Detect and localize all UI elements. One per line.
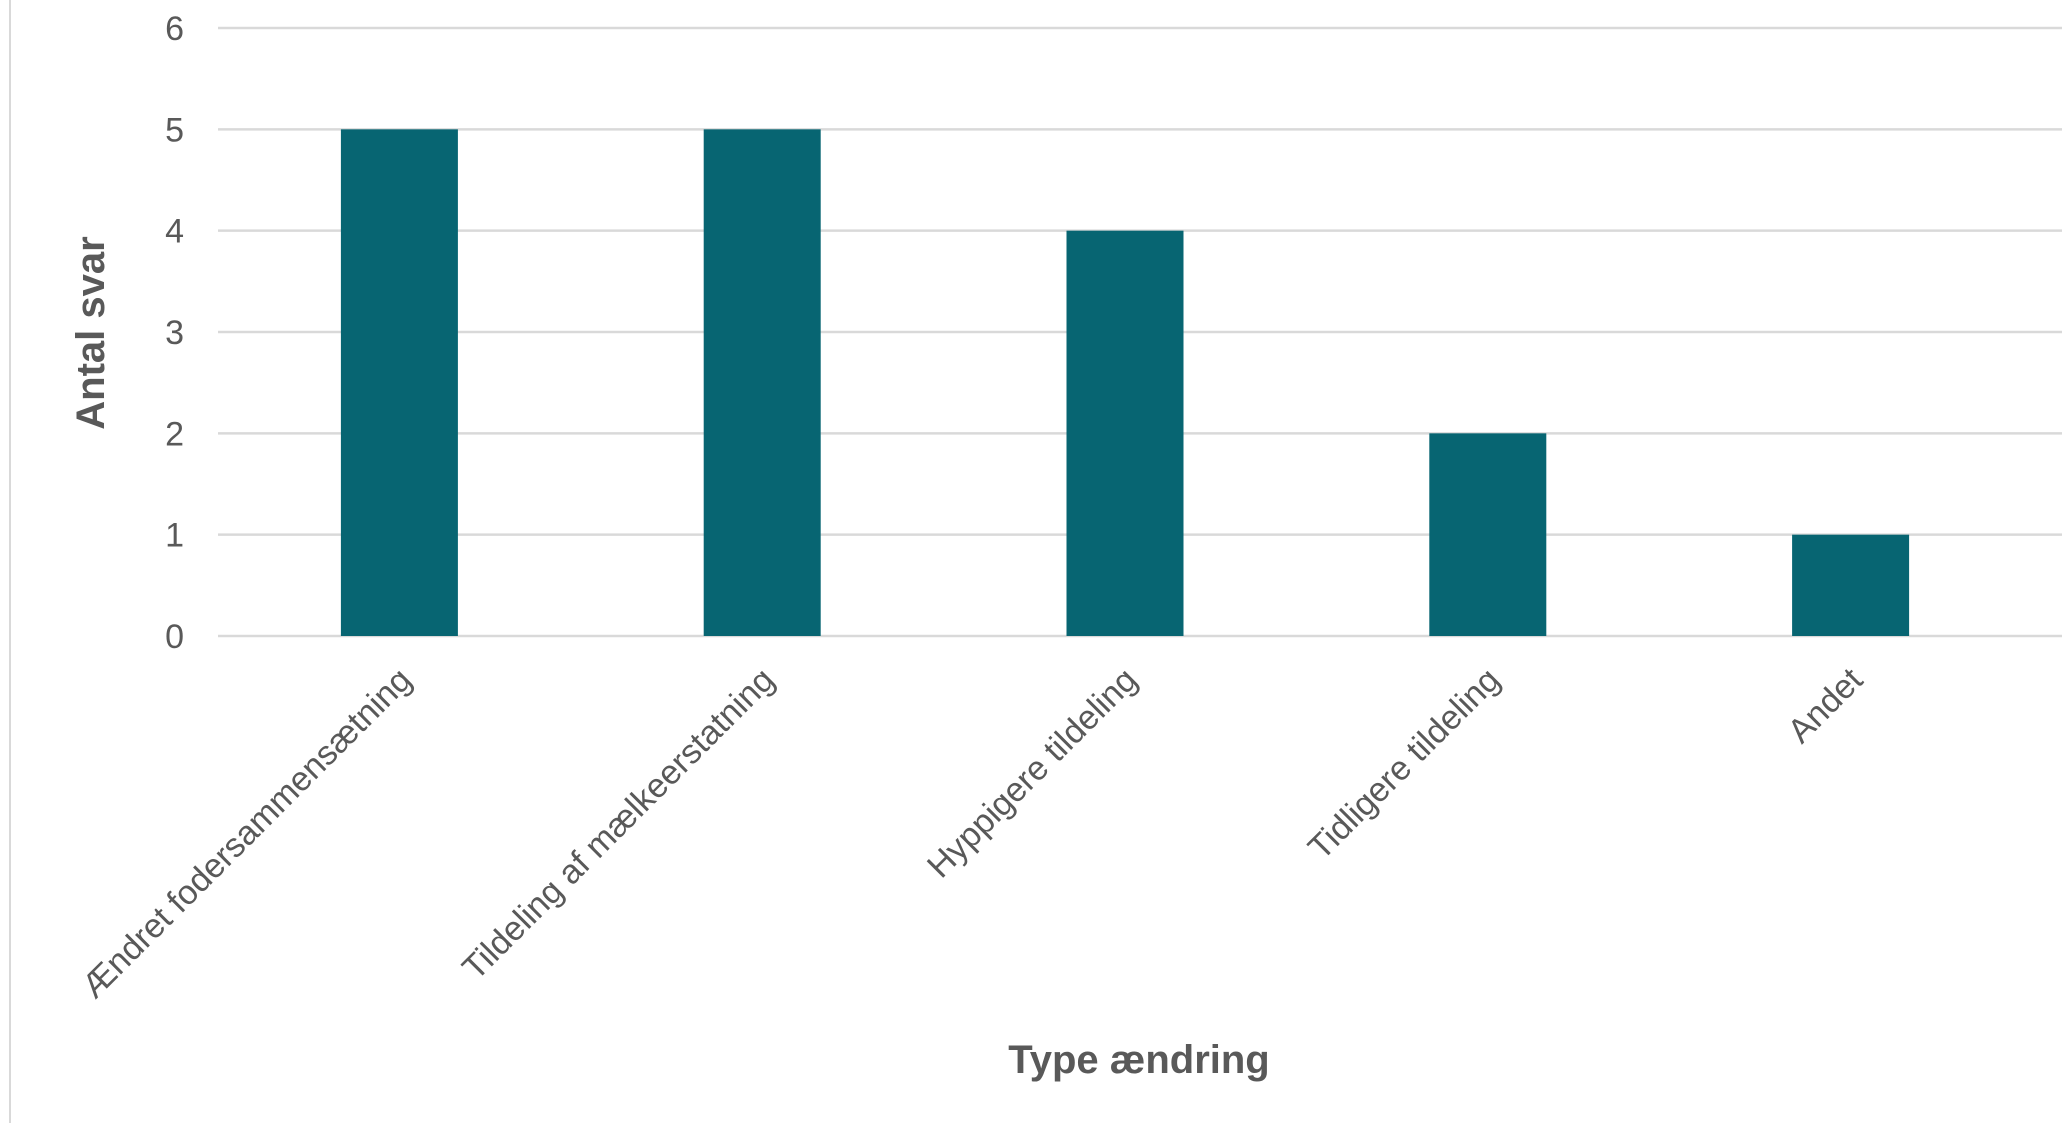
bar-5	[1792, 534, 1910, 636]
bar-2	[703, 129, 821, 637]
bars	[340, 129, 1910, 637]
y-tick-label: 3	[165, 314, 184, 352]
bar-3	[1066, 230, 1184, 636]
y-axis-ticks: 0 1 2 3 4 5 6	[165, 10, 184, 656]
y-tick-label: 4	[165, 213, 184, 251]
y-tick-label: 5	[165, 111, 184, 149]
y-tick-label: 1	[165, 517, 184, 555]
y-tick-label: 0	[165, 618, 184, 656]
bar-4	[1429, 433, 1547, 636]
y-tick-label: 2	[165, 415, 184, 453]
y-tick-label: 6	[165, 10, 184, 48]
x-axis-title: Type ændring	[1008, 1038, 1269, 1082]
y-axis-title: Antal svar	[69, 236, 113, 429]
bar-1	[340, 129, 458, 637]
